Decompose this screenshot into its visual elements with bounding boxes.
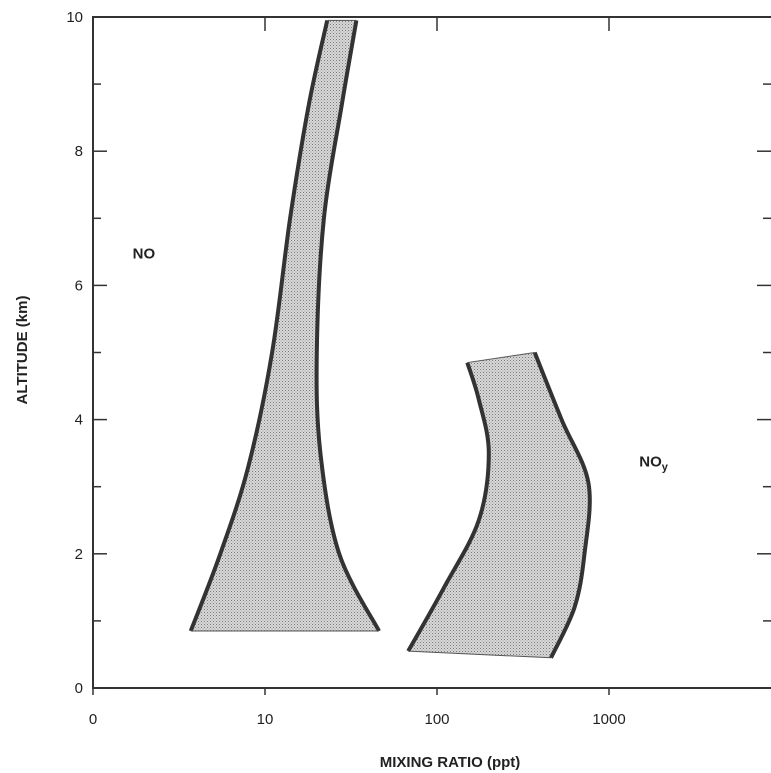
band-no <box>188 19 381 632</box>
band-right-edge-no <box>314 20 381 632</box>
y-tick-label: 4 <box>75 412 83 429</box>
axis-tick-labels: 0 10 100 1000 0 2 4 6 8 10 <box>66 9 625 728</box>
x-tick-label: 10 <box>257 711 274 728</box>
y-tick-label: 8 <box>75 143 83 160</box>
band-left-edge-noy <box>406 361 491 653</box>
y-tick-label: 2 <box>75 546 83 563</box>
x-tick-label: 100 <box>424 711 449 728</box>
band-cap-noy <box>467 352 535 364</box>
band-noy <box>406 351 592 659</box>
plot-frame <box>92 16 771 689</box>
band-left-edge-no <box>188 19 330 632</box>
band-fill-no <box>190 20 379 631</box>
axis-ticks <box>92 16 771 695</box>
y-tick-label: 10 <box>66 9 83 26</box>
series-label-noy-sub: y <box>662 462 669 474</box>
band-fill-noy <box>408 352 590 658</box>
y-axis-title: ALTITUDE (km) <box>14 296 31 405</box>
y-tick-label: 6 <box>75 277 83 294</box>
x-axis-title: MIXING RATIO (ppt) <box>380 754 521 771</box>
band-cap-noy <box>408 650 552 659</box>
data-bands <box>188 19 592 659</box>
series-label-noy: NOy <box>639 454 669 474</box>
band-right-edge-noy <box>532 351 592 659</box>
y-tick-label: 0 <box>75 680 83 697</box>
x-tick-label: 1000 <box>592 711 625 728</box>
series-label-noy-main: NO <box>639 454 662 471</box>
series-label-no: NO <box>133 246 156 263</box>
x-tick-label: 0 <box>89 711 97 728</box>
